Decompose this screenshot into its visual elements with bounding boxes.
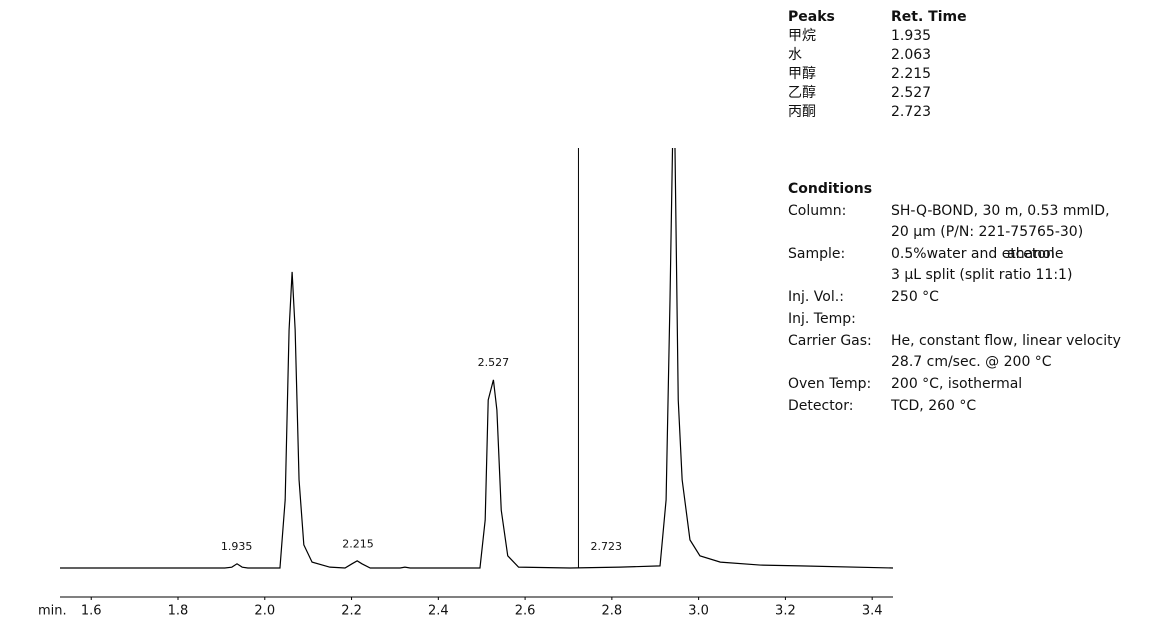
condition-label: Carrier Gas: [788, 333, 872, 349]
condition-label: Inj. Vol.: [788, 289, 844, 305]
table-cell: 丙酮 [788, 104, 816, 120]
condition-overlay: acetone [1007, 246, 1064, 262]
condition-label: Inj. Temp: [788, 311, 856, 327]
peak-label: 2.215 [342, 537, 374, 550]
x-tick-label: 2.6 [515, 604, 536, 619]
table-cell: 甲烷 [788, 28, 816, 44]
x-tick-label: 3.2 [775, 604, 796, 619]
condition-label: Detector: [788, 398, 854, 414]
table-cell: 2.215 [891, 66, 932, 82]
condition-label: Oven Temp: [788, 376, 872, 392]
condition-value: SH-Q-BOND, 30 m, 0.53 mmID, [891, 203, 1110, 219]
x-tick-label: 1.8 [168, 604, 189, 619]
x-tick-label: 3.0 [688, 604, 709, 619]
x-tick-label: 2.8 [602, 604, 623, 619]
trace [60, 148, 894, 569]
condition-value: He, constant flow, linear velocity [891, 333, 1121, 349]
x-unit-label: min. [38, 604, 67, 619]
table-cell: 乙醇 [788, 85, 816, 101]
x-tick-label: 2.0 [254, 604, 275, 619]
x-tick-label: 2.2 [341, 604, 362, 619]
condition-value: 0.5%water and ethanol [891, 246, 1055, 262]
x-tick-label: 2.4 [428, 604, 449, 619]
condition-value: 20 µm (P/N: 221-75765-30) [891, 224, 1084, 240]
peak-label: 2.527 [478, 356, 510, 369]
table-cell: 水 [788, 47, 802, 63]
peak-label: 2.723 [590, 540, 622, 553]
peaks-table: Peaks Ret. Time 甲烷 1.935 水 2.063 甲醇 2.215 乙醇 2.52… [788, 8, 988, 138]
conditions-title: Conditions [788, 181, 873, 197]
table-cell: 2.723 [891, 104, 932, 120]
x-tick-label: 3.4 [862, 604, 883, 619]
condition-label: Sample: [788, 246, 846, 262]
table-cell: 2.063 [891, 47, 932, 63]
table-header: Ret. Time [891, 9, 967, 25]
condition-label: Column: [788, 203, 847, 219]
peak-label: 1.935 [221, 540, 253, 553]
x-tick-label: 1.6 [81, 604, 102, 619]
table-cell: 1.935 [891, 28, 932, 44]
condition-value: 200 °C, isothermal [891, 376, 1023, 392]
condition-value: 28.7 cm/sec. @ 200 °C [891, 354, 1052, 370]
conditions: Conditions Column: SH-Q-BOND, 30 m, 0.53 m… [788, 180, 1163, 420]
table-cell: 2.527 [891, 85, 932, 101]
table-header: Peaks [788, 9, 835, 25]
table-cell: 甲醇 [788, 66, 816, 82]
condition-value: 250 °C [891, 289, 939, 305]
condition-value: 3 µL split (split ratio 11:1) [891, 267, 1073, 283]
condition-value: TCD, 260 °C [891, 398, 977, 414]
